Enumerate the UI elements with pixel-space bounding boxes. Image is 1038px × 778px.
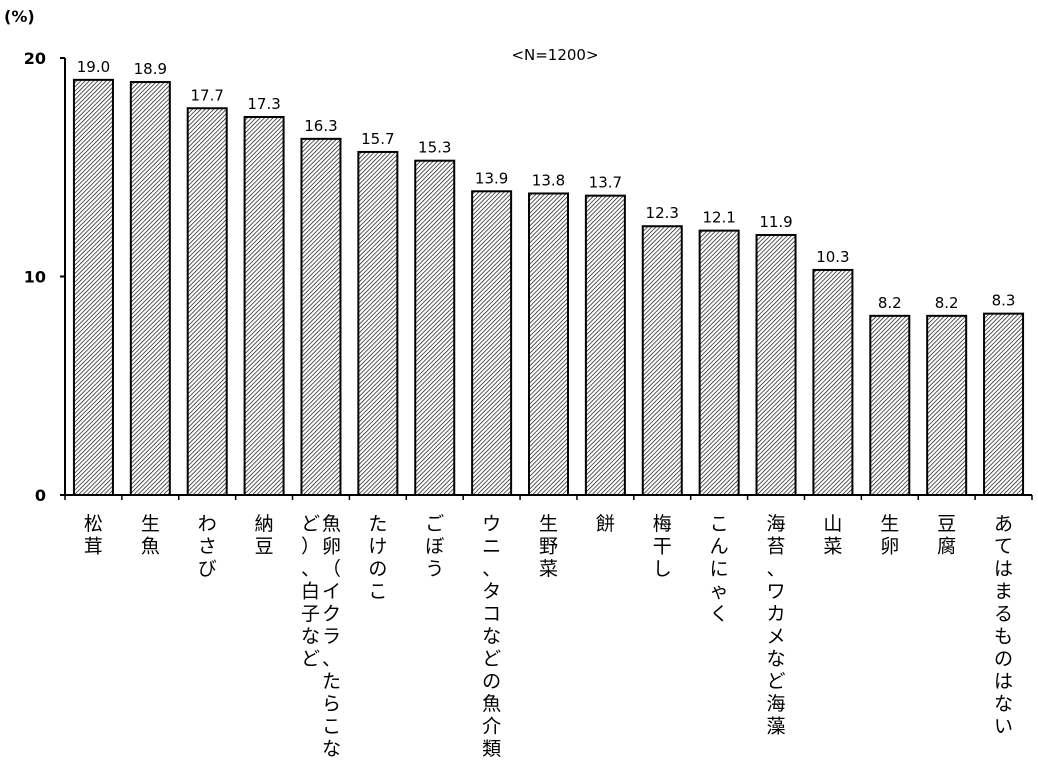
bar — [414, 159, 456, 496]
data-label: 11.9 — [759, 213, 792, 231]
bar — [72, 78, 114, 496]
category-label: 生卵 — [880, 513, 899, 558]
category-label: 餅 — [596, 513, 615, 535]
y-tick-label: 10 — [24, 268, 46, 287]
data-label: 8.2 — [878, 294, 902, 312]
y-tick-label: 20 — [24, 49, 46, 68]
category-label: 山菜 — [823, 513, 842, 558]
bar — [129, 81, 171, 496]
data-label: 8.2 — [935, 294, 959, 312]
category-label: 納豆 — [255, 513, 274, 558]
bar — [243, 115, 285, 497]
bar — [357, 150, 399, 497]
category-label: ウニ、タコなどの魚介類 — [482, 513, 501, 760]
category-label: ごぼう — [425, 513, 444, 580]
data-label: 17.7 — [191, 86, 224, 104]
bar — [983, 312, 1025, 496]
data-label: 19.0 — [77, 58, 110, 76]
bar — [471, 190, 513, 496]
data-label: 13.9 — [475, 169, 508, 187]
category-label: 魚卵（イクラ、たらこなど）、白子など — [301, 513, 341, 760]
bar — [528, 192, 569, 496]
sample-size-annotation: <N=1200> — [511, 46, 598, 64]
data-label: 15.3 — [418, 139, 451, 157]
category-label: あてはまるものはない — [994, 513, 1013, 738]
data-label: 12.1 — [702, 209, 735, 227]
bar — [300, 137, 342, 496]
y-tick-label: 0 — [35, 486, 46, 505]
bars — [72, 78, 1025, 497]
bar — [641, 225, 683, 496]
bar — [869, 314, 911, 496]
category-label: 生魚 — [141, 513, 160, 558]
bar — [186, 107, 228, 496]
data-label: 13.7 — [589, 174, 622, 192]
category-label: 豆腐 — [937, 513, 956, 558]
data-label: 12.3 — [646, 204, 679, 222]
bar — [812, 268, 854, 496]
data-label: 15.7 — [361, 130, 394, 148]
value-labels: 19.0 18.9 17.7 17.3 16.3 15.7 15.3 13.9 13.8 13.7… — [77, 58, 1016, 312]
category-label: 生野菜 — [539, 513, 558, 580]
category-label: 海苔、ワカメなど海藻 — [767, 513, 786, 738]
y-unit-label: (%) — [4, 7, 35, 26]
category-label: こんにゃく — [710, 513, 729, 625]
category-label: わさび — [198, 513, 217, 580]
data-label: 18.9 — [134, 60, 167, 78]
bar — [584, 194, 626, 496]
category-label: 松茸 — [84, 513, 103, 558]
bar — [926, 314, 968, 496]
data-label: 13.8 — [532, 171, 565, 189]
data-label: 10.3 — [816, 248, 849, 266]
data-label: 8.3 — [992, 292, 1016, 310]
bar — [698, 229, 740, 497]
category-label: たけのこ — [368, 513, 387, 603]
category-label: 梅干し — [653, 513, 672, 580]
data-label: 17.3 — [247, 95, 280, 113]
bar — [755, 233, 797, 497]
data-label: 16.3 — [304, 117, 337, 135]
